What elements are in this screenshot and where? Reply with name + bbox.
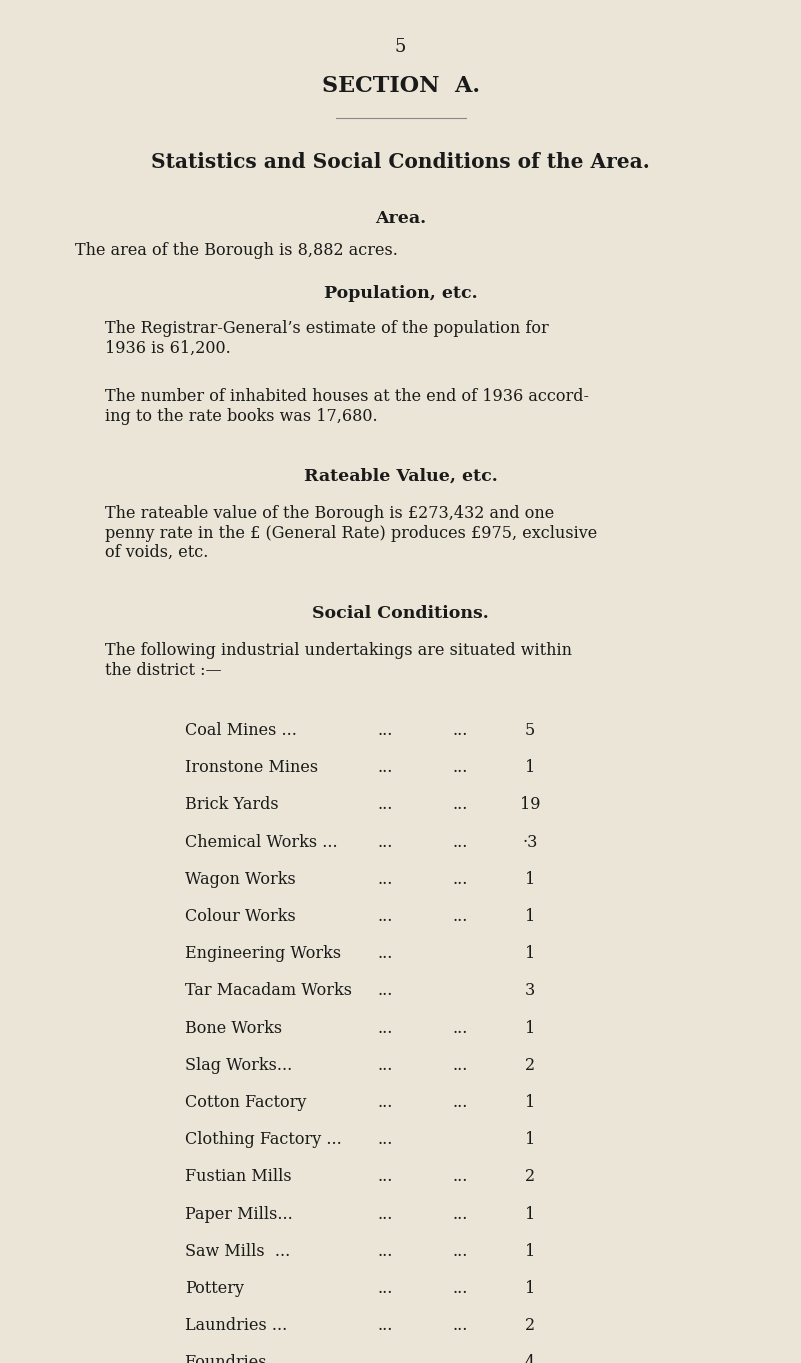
Text: The rateable value of the Borough is £273,432 and one
penny rate in the £ (Gener: The rateable value of the Borough is £27… [105,506,598,562]
Text: Cotton Factory: Cotton Factory [185,1094,306,1111]
Text: 1: 1 [525,759,535,776]
Text: ...: ... [377,1131,392,1148]
Text: Social Conditions.: Social Conditions. [312,605,489,622]
Text: 1: 1 [525,1094,535,1111]
Text: 1: 1 [525,908,535,925]
Text: Chemical Works ...: Chemical Works ... [185,834,338,851]
Text: ...: ... [377,796,392,814]
Text: Statistics and Social Conditions of the Area.: Statistics and Social Conditions of the … [151,153,650,172]
Text: Area.: Area. [375,210,426,228]
Text: 1: 1 [525,1206,535,1223]
Text: Fustian Mills: Fustian Mills [185,1168,292,1186]
Text: ·3: ·3 [522,834,537,851]
Text: ...: ... [377,834,392,851]
Text: ...: ... [377,1056,392,1074]
Text: Saw Mills  ...: Saw Mills ... [185,1243,290,1259]
Text: Rateable Value, etc.: Rateable Value, etc. [304,468,497,485]
Text: Engineering Works: Engineering Works [185,945,341,962]
Text: ...: ... [453,1020,468,1037]
Text: ...: ... [453,1280,468,1298]
Text: Colour Works: Colour Works [185,908,296,925]
Text: 5: 5 [395,38,406,56]
Text: ...: ... [453,1094,468,1111]
Text: Brick Yards: Brick Yards [185,796,279,814]
Text: ...: ... [377,871,392,887]
Text: ...: ... [453,1355,468,1363]
Text: ...: ... [377,1206,392,1223]
Text: 5: 5 [525,722,535,739]
Text: ...: ... [377,759,392,776]
Text: 1: 1 [525,871,535,887]
Text: ...: ... [377,1020,392,1037]
Text: The number of inhabited houses at the end of 1936 accord-
ing to the rate books : The number of inhabited houses at the en… [105,388,589,425]
Text: Pottery: Pottery [185,1280,244,1298]
Text: 1: 1 [525,945,535,962]
Text: The following industrial undertakings are situated within
the district :—: The following industrial undertakings ar… [105,642,572,679]
Text: ...: ... [377,945,392,962]
Text: Bone Works: Bone Works [185,1020,282,1037]
Text: ...: ... [377,908,392,925]
Text: ...: ... [377,1355,392,1363]
Text: Laundries ...: Laundries ... [185,1317,288,1334]
Text: The area of the Borough is 8,882 acres.: The area of the Borough is 8,882 acres. [75,243,398,259]
Text: ...: ... [453,1168,468,1186]
Text: Clothing Factory ...: Clothing Factory ... [185,1131,342,1148]
Text: Population, etc.: Population, etc. [324,285,477,303]
Text: Paper Mills...: Paper Mills... [185,1206,292,1223]
Text: 1: 1 [525,1020,535,1037]
Text: ...: ... [377,1317,392,1334]
Text: ...: ... [377,1280,392,1298]
Text: 1: 1 [525,1131,535,1148]
Text: ...: ... [453,722,468,739]
Text: ...: ... [453,1317,468,1334]
Text: Foundries ...: Foundries ... [185,1355,287,1363]
Text: ...: ... [453,759,468,776]
Text: ...: ... [453,1056,468,1074]
Text: ...: ... [377,722,392,739]
Text: 1: 1 [525,1280,535,1298]
Text: The Registrar-General’s estimate of the population for
1936 is 61,200.: The Registrar-General’s estimate of the … [105,320,549,357]
Text: 2: 2 [525,1168,535,1186]
Text: ...: ... [377,1243,392,1259]
Text: Ironstone Mines: Ironstone Mines [185,759,318,776]
Text: Wagon Works: Wagon Works [185,871,296,887]
Text: 19: 19 [520,796,540,814]
Text: ...: ... [377,1168,392,1186]
Text: ...: ... [453,1243,468,1259]
Text: ...: ... [377,1094,392,1111]
Text: 4: 4 [525,1355,535,1363]
Text: ...: ... [453,1206,468,1223]
Text: Slag Works...: Slag Works... [185,1056,292,1074]
Text: 2: 2 [525,1056,535,1074]
Text: 1: 1 [525,1243,535,1259]
Text: 2: 2 [525,1317,535,1334]
Text: SECTION  A.: SECTION A. [321,75,480,97]
Text: Tar Macadam Works: Tar Macadam Works [185,983,352,999]
Text: ...: ... [453,834,468,851]
Text: ...: ... [453,796,468,814]
Text: Coal Mines ...: Coal Mines ... [185,722,297,739]
Text: 3: 3 [525,983,535,999]
Text: ...: ... [453,908,468,925]
Text: ...: ... [377,983,392,999]
Text: ...: ... [453,871,468,887]
